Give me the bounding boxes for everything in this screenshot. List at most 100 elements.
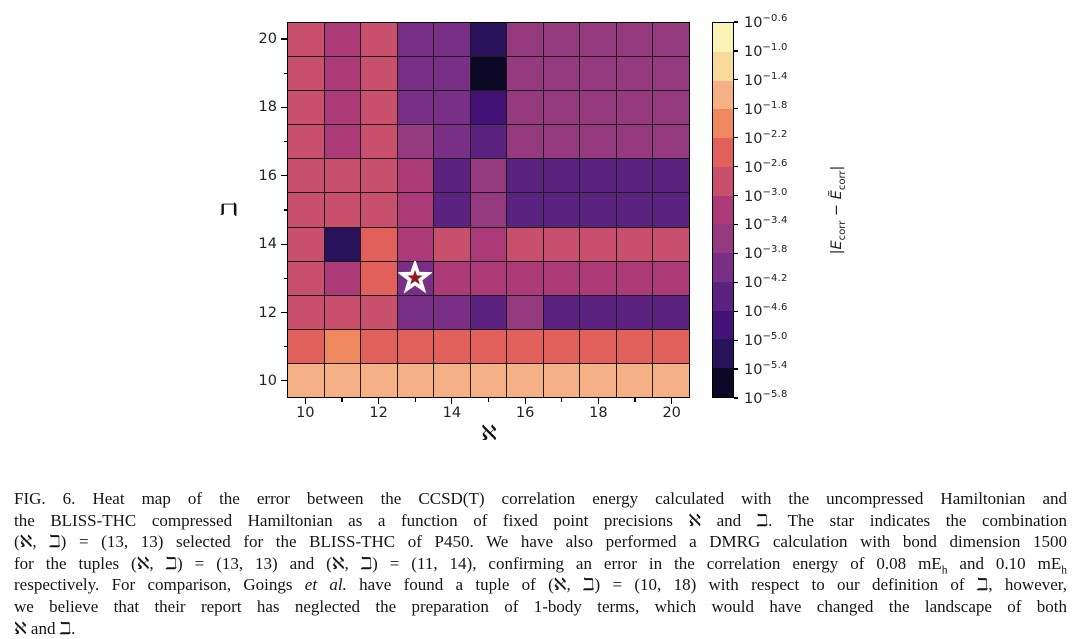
heatmap-cell [616, 159, 653, 193]
heatmap-cell [653, 57, 689, 91]
y-tick-label: 14 [258, 236, 277, 253]
y-tick-label: 18 [258, 99, 277, 116]
x-axis-label: ℵ [481, 421, 497, 445]
heatmap-cell [507, 193, 543, 227]
colorbar-tick [734, 79, 738, 81]
colorbar-tick-label: 10−2.2 [744, 128, 788, 147]
colorbar-tick-label: 10−5.0 [744, 331, 788, 350]
heatmap-cell [361, 91, 397, 125]
colorbar-tick [734, 397, 738, 399]
heatmap-cell [653, 23, 689, 57]
heatmap-cell [543, 91, 580, 125]
colorbar-segment [713, 138, 733, 167]
colorbar-axis-label: |Ecorr − Ẽcorr| [829, 165, 848, 255]
heatmap-cell [507, 227, 543, 261]
heatmap-cell [543, 57, 580, 91]
heatmap-cell [616, 261, 653, 295]
colorbar-segment [713, 339, 733, 369]
y-tick [281, 175, 287, 177]
heatmap-cell [361, 329, 397, 363]
x-tick [377, 398, 380, 404]
y-tick [281, 243, 287, 245]
colorbar-tick-label: 10−5.4 [744, 360, 788, 378]
y-tick [281, 380, 287, 382]
colorbar-tick-label: 10−3.4 [744, 215, 788, 234]
heatmap-cell [580, 125, 616, 159]
x-tick-label: 16 [515, 405, 535, 421]
heatmap-cell [470, 91, 507, 125]
heatmap-cell [470, 227, 507, 261]
y-tick [281, 106, 287, 109]
heatmap-cell [507, 295, 543, 329]
heatmap-cell [470, 57, 507, 91]
heatmap-cell [434, 159, 470, 193]
heatmap-cell [653, 329, 689, 363]
colorbar-segment [713, 109, 733, 139]
colorbar-segment [713, 253, 733, 282]
x-tick [561, 398, 563, 402]
x-tick [487, 398, 490, 402]
heatmap-cell [361, 227, 397, 261]
heatmap-cell [397, 329, 434, 363]
heatmap-cell [470, 125, 507, 159]
heatmap-cell [288, 193, 324, 227]
heatmap-cell [543, 261, 580, 295]
heatmap-cell [324, 329, 361, 363]
heatmap-cell [434, 57, 470, 91]
heatmap-cell [434, 227, 470, 261]
heatmap-cell [361, 295, 397, 329]
heatmap-cell [580, 363, 616, 397]
heatmap-cell [653, 363, 689, 397]
caption-line: the BLISS-THC compressed Hamiltonian as … [14, 510, 1067, 530]
heatmap-cell [616, 329, 653, 363]
colorbar-segment [713, 310, 733, 340]
heatmap-cell [434, 329, 470, 363]
heatmap-cell [543, 329, 580, 363]
heatmap-cell [543, 295, 580, 329]
heatmap-cell [361, 159, 397, 193]
heatmap-cell [397, 159, 434, 193]
colorbar-tick [734, 223, 738, 226]
colorbar-tick-label: 10−4.2 [744, 273, 788, 292]
caption-line: FIG. 6. Heat map of the error between th… [14, 489, 1067, 508]
y-tick-label: 10 [258, 372, 277, 389]
heatmap-cell [543, 159, 580, 193]
heatmap-cell [653, 193, 689, 227]
y-tick-label: 20 [258, 31, 277, 48]
colorbar-segment [713, 224, 733, 254]
heatmap-cell [580, 23, 616, 57]
colorbar-segment [713, 368, 733, 397]
x-tick-label: 12 [369, 405, 388, 421]
colorbar-tick [734, 194, 738, 197]
caption-line: ℵ and ℶ. [14, 618, 76, 638]
heatmap-cell [580, 261, 616, 295]
x-tick-label: 14 [442, 405, 462, 421]
caption-line: we believe that their report has neglect… [14, 596, 1067, 616]
heatmap-cell [653, 159, 689, 193]
heatmap-cell [470, 295, 507, 329]
heatmap-cell [361, 261, 397, 295]
heatmap-cell [361, 193, 397, 227]
heatmap-cell [434, 261, 470, 295]
colorbar-segment [713, 195, 733, 225]
heatmap-cell [361, 23, 397, 57]
caption-line: respectively. For comparison, Goings et … [14, 575, 1067, 595]
heatmap-cell [470, 159, 507, 193]
heatmap-cell [616, 57, 653, 91]
colorbar-tick [734, 252, 738, 254]
heatmap-cell [324, 193, 361, 227]
colorbar-tick-label: 10−1.4 [744, 70, 788, 89]
heatmap-cell [397, 125, 434, 159]
y-tick [283, 72, 287, 74]
colorbar-tick-label: 10−1.8 [744, 99, 788, 118]
figure-caption: FIG. 6. Heat map of the error between th… [14, 488, 1067, 639]
colorbar-tick [734, 50, 738, 52]
heatmap-cell [324, 295, 361, 329]
heatmap-cell [324, 57, 361, 91]
heatmap-cell [397, 23, 434, 57]
heatmap-cell [580, 159, 616, 193]
heatmap-cell [543, 23, 580, 57]
heatmap-cell [288, 261, 324, 295]
heatmap-cell [288, 23, 324, 57]
colorbar-tick-label: 10−4.6 [744, 302, 788, 321]
